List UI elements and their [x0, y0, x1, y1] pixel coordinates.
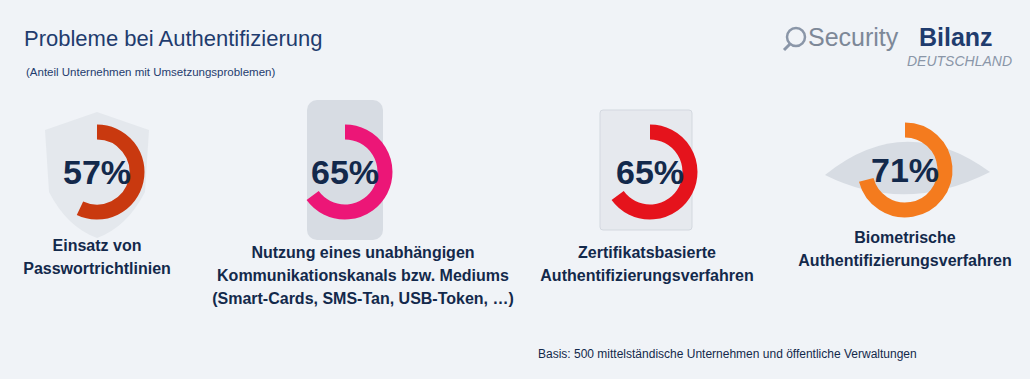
- source-note: Basis: 500 mittelständische Unternehmen …: [538, 347, 917, 361]
- background-icons: [45, 100, 990, 240]
- gauges: [80, 130, 945, 212]
- logo-text: Security: [808, 23, 899, 51]
- logo-text: Bilanz: [919, 23, 993, 51]
- category-label: Einsatz vonPasswortrichtlinien: [23, 237, 171, 277]
- category-label: ZertifikatsbasierteAuthentifizierungsver…: [540, 244, 753, 284]
- logo: Security Bilanz DEUTSCHLAND: [784, 23, 1012, 69]
- data-label: 65%: [311, 153, 379, 191]
- shield-icon: [45, 112, 149, 238]
- gauge-arc: [866, 130, 945, 210]
- subtitle: (Anteil Unternehmen mit Umsetzungsproble…: [26, 66, 275, 78]
- labels: 57% Einsatz vonPasswortrichtlinien 65% Nutz…: [23, 151, 1011, 307]
- title: Probleme bei Authentifizierung: [24, 26, 322, 51]
- logo-icon: [787, 28, 805, 46]
- category-label: Nutzung eines unabhängigenKommunikations…: [212, 244, 514, 307]
- logo-icon: [784, 44, 790, 50]
- category-label: BiometrischeAuthentifizierungsverfahren: [798, 229, 1011, 269]
- logo-text: DEUTSCHLAND: [907, 53, 1012, 69]
- data-label: 71%: [871, 151, 939, 189]
- data-label: 65%: [616, 153, 684, 191]
- eye-icon: [825, 142, 990, 195]
- background: [0, 0, 1030, 379]
- data-label: 57%: [63, 153, 131, 191]
- chart: Probleme bei Authentifizierung (Anteil Un…: [0, 0, 1030, 379]
- certificate-icon: [600, 110, 692, 230]
